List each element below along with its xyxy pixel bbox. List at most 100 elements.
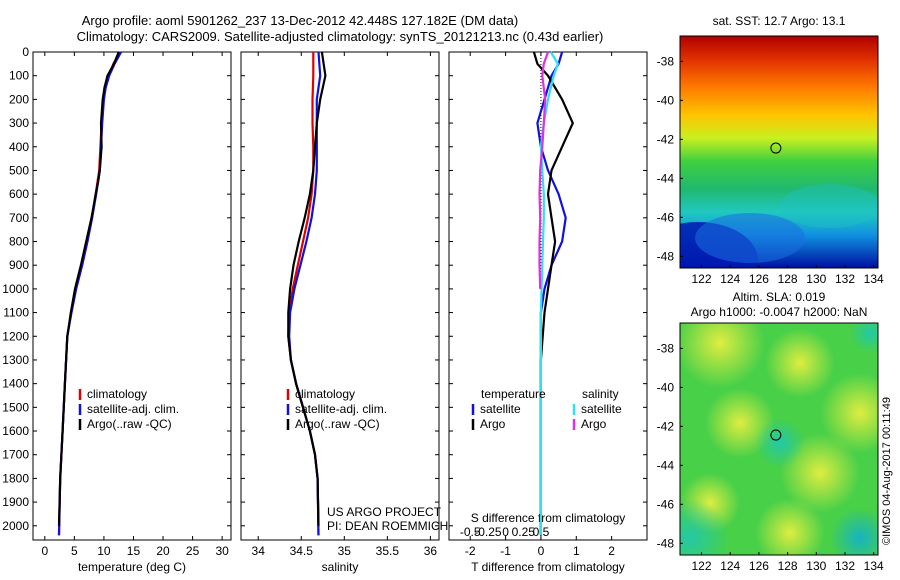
sst-map-ytick-label: -44 — [657, 171, 675, 185]
difference-xtick-label: 0 — [538, 544, 545, 558]
difference-legend-entry: satellite — [581, 402, 622, 416]
sdiff-tick-label: -0.5 — [460, 525, 481, 539]
salinity-xtick-label: 34.5 — [290, 544, 314, 558]
sst-map-ytick-label: -40 — [657, 93, 675, 107]
sst-map-xtick-label: 130 — [806, 272, 826, 286]
depth-tick-label: 1600 — [2, 424, 29, 438]
depth-tick-label: 1200 — [2, 329, 29, 343]
depth-tick-label: 200 — [9, 92, 29, 106]
salinity-xtick-label: 36 — [424, 544, 438, 558]
depth-tick-label: 1900 — [2, 495, 29, 509]
salinity-legend-entry: Argo(..raw -QC) — [295, 417, 380, 431]
sst-map-xtick-label: 128 — [778, 272, 798, 286]
sst-map-profile-marker — [770, 142, 782, 154]
sst-map-xtick-label: 122 — [692, 272, 712, 286]
difference-xtick-label: 1 — [573, 544, 580, 558]
temperature-xtick-label: 10 — [97, 544, 111, 558]
sla-map-subtitle: Argo h1000: -0.0047 h2000: NaN — [691, 305, 868, 319]
sst-map-xtick-label: 134 — [864, 272, 884, 286]
salinity-xtick-label: 34 — [252, 544, 266, 558]
sst-map-ytick-label: -42 — [657, 132, 675, 146]
sla-anomaly-blob — [850, 323, 878, 353]
depth-tick-label: 700 — [9, 211, 29, 225]
legend-salinity-title: salinity — [582, 387, 619, 401]
depth-tick-label: 2000 — [2, 519, 29, 533]
sst-map-ytick-label: -38 — [657, 54, 675, 68]
difference-series-1-line — [532, 51, 575, 536]
depth-tick-label: 0 — [22, 45, 29, 59]
sla-map-xtick-label: 128 — [778, 559, 798, 573]
sst-map-field — [680, 36, 878, 268]
temperature-axis-label: temperature (deg C) — [78, 560, 186, 574]
temperature-xtick-label: 20 — [156, 544, 170, 558]
sla-anomaly-blob — [755, 498, 825, 555]
depth-tick-label: 1000 — [2, 282, 29, 296]
sla-map-ytick-label: -40 — [657, 380, 675, 394]
depth-tick-label: 900 — [9, 258, 29, 272]
temperature-xtick-label: 25 — [186, 544, 200, 558]
difference-series-3-line — [538, 51, 550, 289]
sst-map-panel: 122 124 126 128 130 132 134 -38 -40 -42 -44 -46 -48 — [657, 35, 884, 286]
difference-axis-label: T difference from climatology — [471, 560, 625, 574]
imos-credit: ©IMOS 04-Aug-2017 00:11:49 — [881, 397, 893, 545]
sla-map-xtick-label: 134 — [864, 559, 884, 573]
sst-map-xtick-label: 124 — [720, 272, 740, 286]
sla-map-ytick-label: -44 — [657, 458, 675, 472]
header-title-line1: Argo profile: aoml 5901262_237 13-Dec-20… — [82, 13, 519, 28]
sla-anomaly-blob — [830, 508, 878, 555]
sla-map-ytick-label: -38 — [657, 341, 675, 355]
sla-map-xtick-label: 122 — [692, 559, 712, 573]
salinity-series-2-line — [287, 51, 327, 526]
pi-label: PI: DEAN ROEMMICH — [327, 519, 448, 533]
legend-temperature-title: temperature — [481, 387, 546, 401]
difference-legend-entry: Argo — [480, 417, 506, 431]
sdiff-axis-label: S difference from climatology — [471, 511, 626, 525]
temperature-legend-entry: Argo(..raw -QC) — [87, 417, 172, 431]
difference-legend-entry: Argo — [581, 417, 607, 431]
depth-tick-label: 1700 — [2, 448, 29, 462]
sst-map-ytick-label: -46 — [657, 210, 675, 224]
sst-cool-patch — [780, 184, 878, 228]
temperature-xtick-label: 30 — [215, 544, 229, 558]
sla-map-title: Altim. SLA: 0.019 — [733, 290, 826, 304]
depth-tick-label: 600 — [9, 187, 29, 201]
salinity-panel: 34 34.5 35 35.5 36 salinity climatologysatelli… — [240, 51, 440, 574]
depth-tick-label: 1100 — [3, 306, 29, 320]
sla-map-ytick-label: -42 — [657, 419, 675, 433]
depth-tick-label: 1500 — [2, 400, 29, 414]
salinity-xtick-label: 35 — [338, 544, 352, 558]
salinity-legend-entry: satellite-adj. clim. — [295, 402, 387, 416]
salinity-xtick-label: 35.5 — [376, 544, 400, 558]
sla-map-xtick-label: 124 — [720, 559, 740, 573]
salinity-axis-label: salinity — [322, 560, 359, 574]
difference-xtick-label: -2 — [465, 544, 476, 558]
sdiff-tick-label: -0.25 — [474, 525, 502, 539]
difference-xtick-label: -1 — [500, 544, 511, 558]
difference-legend-entry: satellite — [480, 402, 521, 416]
difference-series-2-line — [539, 51, 560, 536]
sst-map-title: sat. SST: 12.7 Argo: 13.1 — [713, 14, 846, 28]
sst-cool-patch — [695, 213, 805, 263]
header-title-line2: Climatology: CARS2009. Satellite-adjuste… — [77, 29, 604, 44]
sdiff-tick-label: 0.25 — [512, 525, 536, 539]
sla-anomaly-blob — [765, 328, 835, 398]
sla-map-ytick-label: -48 — [657, 536, 675, 550]
depth-tick-label: 800 — [9, 235, 29, 249]
sla-map-frame — [679, 322, 879, 556]
sla-map-xtick-label: 132 — [835, 559, 855, 573]
temperature-panel: 0100200300400500600700800900100011001200… — [2, 45, 232, 574]
temperature-series-2-line — [57, 51, 120, 526]
salinity-legend-entry: climatology — [295, 387, 355, 401]
sst-map-xtick-label: 126 — [749, 272, 769, 286]
difference-xtick-label: 2 — [608, 544, 615, 558]
sla-anomaly-blob — [820, 373, 878, 453]
depth-tick-label: 500 — [9, 163, 29, 177]
salinity-plot-frame — [240, 51, 440, 541]
sla-map-xtick-label: 130 — [806, 559, 826, 573]
sst-map-xtick-label: 132 — [835, 272, 855, 286]
sla-map-xtick-label: 126 — [749, 559, 769, 573]
sla-map-panel: 122 124 126 128 130 132 134 -38 -40 -42 -44 -46 -48 — [657, 322, 884, 573]
temperature-xtick-label: 0 — [41, 544, 48, 558]
sla-anomaly-blob — [680, 323, 765, 388]
